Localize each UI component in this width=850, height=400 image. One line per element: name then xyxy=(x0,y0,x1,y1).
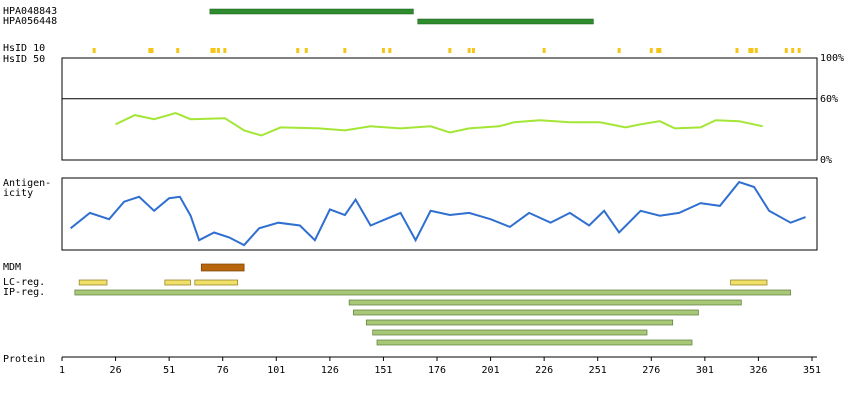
profile-line xyxy=(115,112,763,137)
lc-bar xyxy=(78,279,108,286)
hsid10-label: HsID 10 xyxy=(3,43,45,54)
y-tick-label: 100% xyxy=(820,53,844,64)
ip-bar xyxy=(353,309,699,316)
hsid10-mark xyxy=(735,48,739,53)
hsid10-mark xyxy=(467,48,471,53)
hsid10-mark xyxy=(797,48,801,53)
ip-bar xyxy=(372,329,648,336)
x-tick-label: 51 xyxy=(163,365,175,376)
hsid10-mark xyxy=(388,48,392,53)
ip-bar xyxy=(365,319,674,326)
hsid10-mark xyxy=(223,48,227,53)
x-tick-label: 176 xyxy=(428,365,446,376)
hsid10-mark xyxy=(748,48,752,53)
x-tick-label: 26 xyxy=(110,365,122,376)
x-tick-label: 351 xyxy=(803,365,821,376)
x-tick-label: 76 xyxy=(217,365,229,376)
hsid10-mark xyxy=(750,48,754,53)
ip-label: IP-reg. xyxy=(3,287,45,298)
antigenicity-label: Antigen- xyxy=(3,178,51,189)
x-tick-label: 251 xyxy=(589,365,607,376)
hsid10-mark xyxy=(176,48,180,53)
hsid50-label: HsID 50 xyxy=(3,54,45,65)
antigenicity-label: icity xyxy=(3,188,33,199)
hsid10-mark xyxy=(649,48,653,53)
x-tick-label: 326 xyxy=(749,365,767,376)
hsid10-mark xyxy=(471,48,475,53)
y-tick-label: 0% xyxy=(820,155,832,166)
antibody-bar xyxy=(209,8,414,15)
similarity-box xyxy=(61,57,818,161)
hsid10-mark xyxy=(150,48,154,53)
lc-label: LC-reg. xyxy=(3,277,45,288)
x-tick-label: 201 xyxy=(482,365,500,376)
hsid10-mark xyxy=(381,48,385,53)
hsid10-mark xyxy=(656,48,660,53)
ip-bar xyxy=(348,299,742,306)
lc-bar xyxy=(730,279,768,286)
hsid10-mark xyxy=(92,48,96,53)
mdm-bar xyxy=(200,263,245,272)
hsid10-mark xyxy=(784,48,788,53)
hsid10-mark xyxy=(216,48,220,53)
hsid10-mark xyxy=(542,48,546,53)
x-tick-label: 1 xyxy=(59,365,65,376)
ip-bar xyxy=(74,289,791,296)
axis-label: Protein xyxy=(3,354,45,365)
y-tick-label: 60% xyxy=(820,94,838,105)
hsid10-mark xyxy=(296,48,300,53)
hsid10-mark xyxy=(148,48,152,53)
x-tick-label: 126 xyxy=(321,365,339,376)
hsid10-mark xyxy=(210,48,214,53)
hsid10-mark xyxy=(304,48,308,53)
profile-line xyxy=(69,180,806,247)
hsid10-mark xyxy=(448,48,452,53)
hsid10-mark xyxy=(212,48,216,53)
antibody-bar xyxy=(417,18,594,25)
hsid10-mark xyxy=(791,48,795,53)
hsid10-mark xyxy=(617,48,621,53)
x-tick-label: 301 xyxy=(696,365,714,376)
antibody-label: HPA056448 xyxy=(3,16,57,27)
ip-bar xyxy=(376,339,693,346)
mdm-label: MDM xyxy=(3,262,21,273)
lc-bar xyxy=(164,279,191,286)
hsid10-mark xyxy=(658,48,662,53)
antibody-label: HPA048843 xyxy=(3,6,57,17)
hsid10-mark xyxy=(754,48,758,53)
x-tick-label: 151 xyxy=(374,365,392,376)
x-tick-label: 276 xyxy=(642,365,660,376)
antigenicity-box xyxy=(61,177,818,251)
x-tick-label: 226 xyxy=(535,365,553,376)
hsid10-mark xyxy=(343,48,347,53)
lc-bar xyxy=(194,279,239,286)
x-tick-label: 101 xyxy=(267,365,285,376)
